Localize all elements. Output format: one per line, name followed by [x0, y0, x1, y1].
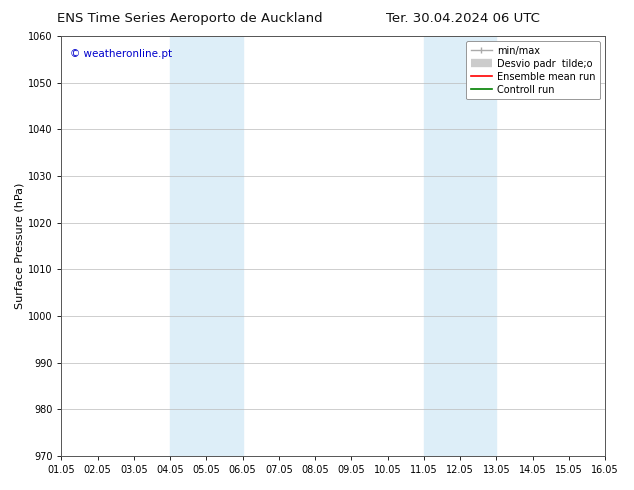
Text: ENS Time Series Aeroporto de Auckland: ENS Time Series Aeroporto de Auckland [58, 12, 323, 25]
Text: © weatheronline.pt: © weatheronline.pt [70, 49, 172, 59]
Bar [424, 36, 496, 456]
Legend: min/max, Desvio padr  tilde;o, Ensemble mean run, Controll run: min/max, Desvio padr tilde;o, Ensemble m… [466, 41, 600, 99]
Bar [170, 36, 243, 456]
Text: Ter. 30.04.2024 06 UTC: Ter. 30.04.2024 06 UTC [386, 12, 540, 25]
Y-axis label: Surface Pressure (hPa): Surface Pressure (hPa) [15, 183, 25, 309]
